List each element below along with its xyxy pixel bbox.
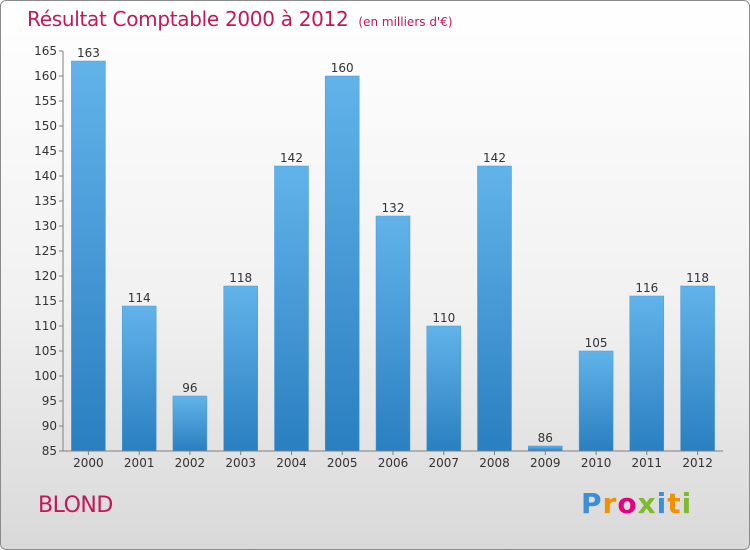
y-tick-label-145: 145: [34, 144, 57, 158]
x-tick-label-2010: 2010: [581, 456, 612, 470]
y-tick-label-155: 155: [34, 94, 57, 108]
brand-letter: r: [602, 487, 618, 520]
brand-letter: i: [656, 487, 668, 520]
chart-subtitle: (en milliers d'€): [358, 15, 453, 29]
brand-letter: o: [617, 487, 638, 520]
value-label-2011: 116: [635, 281, 658, 295]
y-tick-label-125: 125: [34, 244, 57, 258]
y-tick-label-135: 135: [34, 194, 57, 208]
bar-2008: [477, 165, 512, 452]
y-tick-label-105: 105: [34, 344, 57, 358]
brand-letter: x: [637, 487, 657, 520]
bar-2000: [71, 60, 106, 452]
commune-name: BLOND: [38, 493, 113, 518]
value-label-2004: 142: [280, 151, 303, 165]
bar-2007: [426, 325, 462, 452]
y-tick-label-150: 150: [34, 119, 57, 133]
y-tick-label-110: 110: [34, 319, 57, 333]
bar-2006: [375, 215, 411, 452]
value-label-2003: 118: [229, 271, 252, 285]
bar-2003: [223, 285, 258, 452]
x-tick-label-2002: 2002: [175, 456, 206, 470]
value-label-2006: 132: [382, 201, 405, 215]
bar-2002: [172, 395, 208, 452]
brand-letter: t: [667, 487, 682, 520]
value-label-2010: 105: [585, 336, 608, 350]
y-tick-label-115: 115: [34, 294, 57, 308]
x-tick-label-2007: 2007: [429, 456, 460, 470]
bar-2012: [680, 285, 715, 452]
axes-layer: 2000 2001 2002 2003 2004 2005 2006 2007 2008 2009…: [34, 44, 723, 470]
value-label-2009: 86: [538, 431, 553, 445]
y-tick-label-120: 120: [34, 269, 57, 283]
x-tick-label-2011: 2011: [632, 456, 663, 470]
value-label-2000: 163: [77, 46, 100, 60]
x-tick-label-2008: 2008: [479, 456, 510, 470]
bar-2009: [528, 445, 563, 452]
bar-2010: [578, 350, 614, 452]
value-label-2002: 96: [182, 381, 197, 395]
x-tick-label-2012: 2012: [682, 456, 713, 470]
y-tick-label-100: 100: [34, 369, 57, 383]
value-label-2007: 110: [432, 311, 455, 325]
brand-letter: P: [581, 487, 603, 520]
bar-2004: [274, 165, 309, 452]
value-label-2005: 160: [331, 61, 354, 75]
y-tick-label-140: 140: [34, 169, 57, 183]
bar-2001: [121, 305, 157, 452]
y-tick-label-165: 165: [34, 44, 57, 58]
proxiti-logo: Proxiti: [581, 487, 692, 520]
bar-2005: [324, 75, 360, 452]
y-tick-label-95: 95: [42, 394, 57, 408]
title-block: Résultat Comptable 2000 à 2012 (en millie…: [27, 7, 453, 31]
y-tick-label-85: 85: [42, 444, 57, 458]
x-tick-label-2003: 2003: [225, 456, 256, 470]
value-label-2001: 114: [128, 291, 151, 305]
x-tick-label-2009: 2009: [530, 456, 561, 470]
x-tick-label-2005: 2005: [327, 456, 358, 470]
y-tick-label-130: 130: [34, 219, 57, 233]
value-label-2008: 142: [483, 151, 506, 165]
x-tick-label-2000: 2000: [73, 456, 104, 470]
y-tick-label-90: 90: [42, 419, 57, 433]
chart-title: Résultat Comptable 2000 à 2012: [27, 7, 349, 31]
y-tick-label-160: 160: [34, 69, 57, 83]
brand-letter: i: [681, 487, 693, 520]
bar-2011: [629, 295, 665, 452]
x-tick-label-2004: 2004: [276, 456, 307, 470]
x-tick-label-2001: 2001: [124, 456, 155, 470]
bars-layer: 163 114 96 118 142 160 132 110 142 86 105 116 118: [71, 46, 715, 452]
value-label-2012: 118: [686, 271, 709, 285]
x-tick-label-2006: 2006: [378, 456, 409, 470]
